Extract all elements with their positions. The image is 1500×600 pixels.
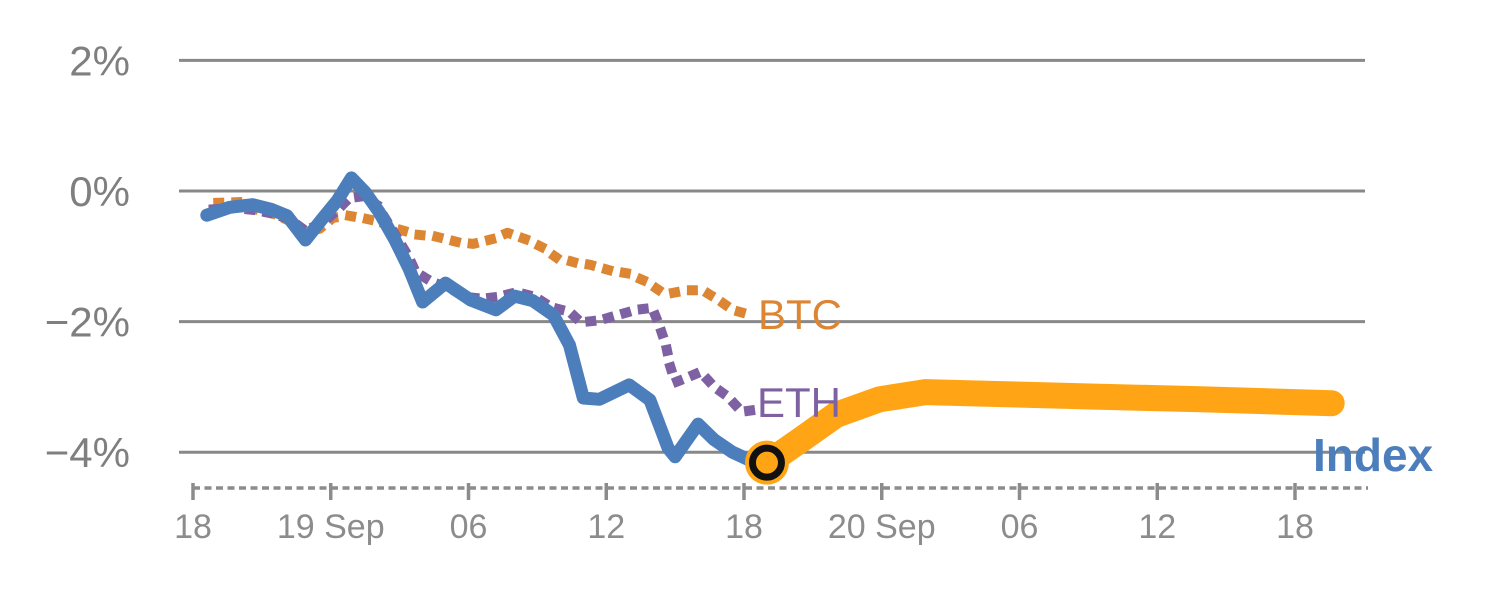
index-series-label: Index xyxy=(1313,429,1434,481)
series-line-btc xyxy=(213,197,758,322)
x-tick-label-18: 18 xyxy=(725,508,763,546)
series-line-index xyxy=(200,171,774,470)
x-tick-label-18: 18 xyxy=(174,508,212,546)
current-point-marker xyxy=(748,444,785,481)
y-tick-label-−4%: −4% xyxy=(45,429,130,476)
btc-series-label: BTC xyxy=(758,291,842,338)
x-tick-label-20 Sep: 20 Sep xyxy=(828,508,936,546)
y-tick-label-2%: 2% xyxy=(69,37,130,84)
series-line-index-forecast xyxy=(754,379,1345,477)
eth-series-label: ETH xyxy=(757,379,841,426)
y-tick-label-0%: 0% xyxy=(69,168,130,215)
x-tick-label-12: 12 xyxy=(1138,508,1176,546)
series-layer xyxy=(200,171,1345,485)
y-tick-label-−2%: −2% xyxy=(45,299,130,346)
x-tick-label-06: 06 xyxy=(450,508,488,546)
x-tick-label-06: 06 xyxy=(1001,508,1039,546)
x-tick-label-19 Sep: 19 Sep xyxy=(277,508,385,546)
x-tick-label-18: 18 xyxy=(1276,508,1314,546)
x-tick-label-12: 12 xyxy=(587,508,625,546)
